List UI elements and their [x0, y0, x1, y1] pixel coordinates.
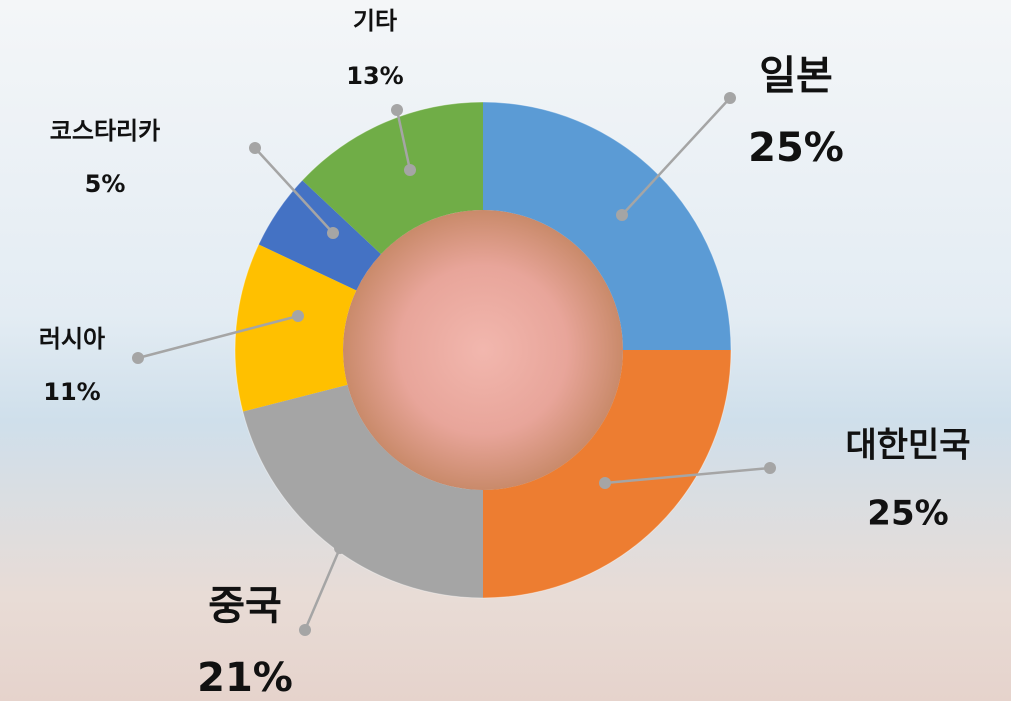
leader-dot [132, 352, 144, 364]
category-label: 코스타리카 [50, 117, 160, 145]
category-label: 일본 [759, 53, 833, 99]
center-photo [343, 210, 623, 490]
leader-dot [292, 310, 304, 322]
category-label: 대한민국 [845, 426, 970, 466]
category-label: 러시아 [39, 325, 105, 353]
leader-dot [299, 624, 311, 636]
category-label: 중국 [208, 583, 282, 629]
value-label: 25% [867, 494, 948, 534]
leader-dot [249, 142, 261, 154]
leader-dot [616, 209, 628, 221]
value-label: 21% [197, 655, 293, 701]
value-label: 25% [748, 125, 844, 171]
leader-dot [599, 477, 611, 489]
value-label: 11% [43, 378, 100, 406]
leader-dot [334, 542, 346, 554]
leader-dot [724, 92, 736, 104]
chart: 일본 25% 대한민국 25% 중국 21% 러시아 11% 코스타리카 5% 기타 13% [0, 0, 1011, 701]
leader-dot [391, 104, 403, 116]
value-label: 13% [346, 62, 403, 90]
value-label: 5% [85, 170, 126, 198]
leader-dot [327, 227, 339, 239]
leader-dot [404, 164, 416, 176]
category-label: 기타 [353, 7, 397, 35]
leader-dot [764, 462, 776, 474]
